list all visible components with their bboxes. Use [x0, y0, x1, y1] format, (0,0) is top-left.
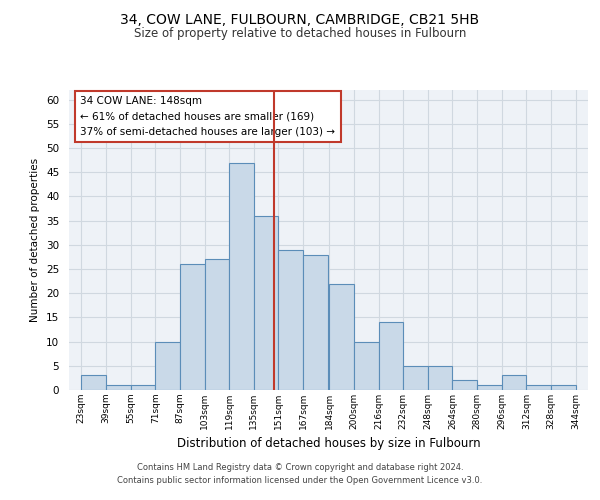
Text: 34, COW LANE, FULBOURN, CAMBRIDGE, CB21 5HB: 34, COW LANE, FULBOURN, CAMBRIDGE, CB21 … [121, 12, 479, 26]
Bar [180, 264, 205, 390]
Bar [379, 322, 403, 390]
Bar [131, 385, 155, 390]
Bar [354, 342, 379, 390]
Bar [526, 385, 551, 390]
Bar [477, 385, 502, 390]
Y-axis label: Number of detached properties: Number of detached properties [31, 158, 40, 322]
Bar [106, 385, 131, 390]
Bar [452, 380, 477, 390]
Bar [303, 254, 328, 390]
Bar [229, 162, 254, 390]
Text: Size of property relative to detached houses in Fulbourn: Size of property relative to detached ho… [134, 28, 466, 40]
Text: 34 COW LANE: 148sqm
← 61% of detached houses are smaller (169)
37% of semi-detac: 34 COW LANE: 148sqm ← 61% of detached ho… [80, 96, 335, 137]
Bar [502, 376, 526, 390]
Bar [403, 366, 428, 390]
Bar [329, 284, 354, 390]
X-axis label: Distribution of detached houses by size in Fulbourn: Distribution of detached houses by size … [176, 438, 481, 450]
Bar [82, 376, 106, 390]
Bar [428, 366, 452, 390]
Bar [254, 216, 278, 390]
Text: Contains HM Land Registry data © Crown copyright and database right 2024.: Contains HM Land Registry data © Crown c… [137, 464, 463, 472]
Bar [278, 250, 303, 390]
Bar [205, 260, 229, 390]
Bar [551, 385, 575, 390]
Text: Contains public sector information licensed under the Open Government Licence v3: Contains public sector information licen… [118, 476, 482, 485]
Bar [155, 342, 180, 390]
